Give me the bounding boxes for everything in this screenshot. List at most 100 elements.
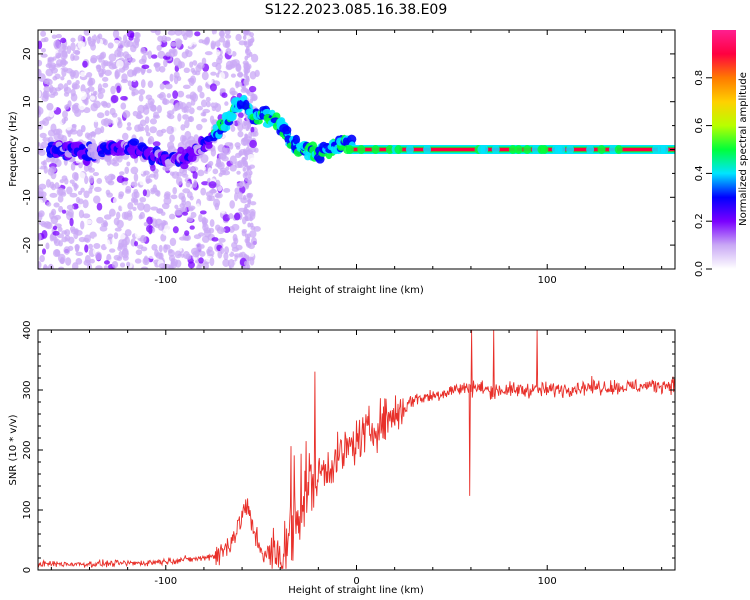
spectrogram-speckle <box>160 128 167 134</box>
spectrogram-speckle <box>139 177 146 186</box>
spectrogram-speckle <box>50 67 58 74</box>
spectrogram-speckle <box>247 192 251 198</box>
spectrogram-speckle <box>242 166 247 172</box>
spectrogram-speckle <box>118 171 125 176</box>
spectrogram-speckle <box>152 114 160 119</box>
spectrogram-speckle <box>38 90 42 98</box>
spectrogram-speckle <box>247 173 252 179</box>
spectrogram-speckle <box>172 186 178 195</box>
spectrogram-speckle <box>121 132 129 141</box>
spectrogram-speckle <box>249 222 254 228</box>
spectrogram-signal <box>480 145 489 154</box>
spectrogram-speckle <box>224 41 231 49</box>
spectrogram-speckle <box>49 242 55 248</box>
spectrogram-speckle <box>159 83 165 90</box>
spectrogram-speckle <box>105 189 111 196</box>
spectrogram-speckle <box>237 122 244 132</box>
spectrogram-speckle <box>200 112 206 117</box>
spectrogram-speckle <box>82 199 89 209</box>
spectrogram-speckle <box>74 109 82 117</box>
spectrogram-speckle <box>182 84 191 90</box>
spectrogram-speckle <box>107 42 114 49</box>
spectrogram-speckle <box>126 122 132 127</box>
spectrogram-speckle <box>142 189 147 197</box>
spectrogram-signal <box>508 145 517 154</box>
spectrogram-speckle <box>246 64 251 70</box>
spectrogram-speckle <box>96 34 101 44</box>
spectrogram-speckle <box>194 74 201 79</box>
spectrogram-speckle <box>148 173 157 178</box>
spectrogram-speckle <box>46 157 51 163</box>
spectrogram-speckle <box>229 200 235 209</box>
spectrogram-speckle <box>88 243 94 250</box>
spectrogram-speckle <box>150 206 159 211</box>
spectrogram-speckle <box>61 209 67 214</box>
spectrogram-speckle <box>148 254 155 259</box>
spectrogram-speckle <box>217 185 223 192</box>
spectrogram-speckle <box>150 30 157 34</box>
spectrogram-speckle <box>231 241 238 249</box>
spectrogram-speckle <box>233 212 241 221</box>
spectrogram-speckle <box>73 172 79 182</box>
spectrogram-speckle <box>204 51 213 56</box>
spectrogram-speckle <box>93 195 101 204</box>
spectrogram-speckle <box>130 166 139 175</box>
spectrogram-speckle <box>67 209 74 218</box>
spectrogram-speckle <box>126 40 134 47</box>
spectrogram-speckle <box>151 244 158 251</box>
spectrogram-x-tick-label: -100 <box>154 275 177 286</box>
spectrogram-speckle <box>203 229 212 238</box>
spectrogram-speckle <box>43 37 49 43</box>
spectrogram-speckle <box>54 73 61 80</box>
spectrogram-speckle <box>107 233 114 239</box>
spectrogram-speckle <box>40 53 48 58</box>
spectrogram-speckle <box>194 250 200 258</box>
spectrogram-speckle <box>61 68 67 77</box>
spectrogram-speckle <box>145 132 151 137</box>
spectrogram-speckle <box>118 250 123 259</box>
spectrogram-speckle <box>57 115 62 122</box>
spectrogram-y-tick-label: -20 <box>22 237 33 253</box>
spectrogram-speckle <box>180 239 188 249</box>
spectrogram-signal <box>651 145 660 154</box>
spectrogram-speckle <box>209 189 217 194</box>
spectrogram-speckle <box>117 42 124 51</box>
spectrogram-speckle <box>64 104 70 110</box>
snr-y-tick-label: 100 <box>22 500 33 519</box>
colorbar-tick-label: 0.8 <box>694 70 705 86</box>
spectrogram-speckle <box>188 77 195 87</box>
spectrogram-speckle <box>110 85 116 95</box>
spectrogram-speckle <box>92 100 101 109</box>
spectrogram-speckle <box>212 33 219 42</box>
spectrogram-speckle <box>177 90 185 98</box>
spectrogram-speckle <box>245 48 249 54</box>
spectrogram-speckle <box>56 187 64 197</box>
spectrogram-speckle <box>113 217 120 226</box>
snr-ticks: -100 0 100 0 100 200 300 400 <box>22 320 675 587</box>
spectrogram-speckle <box>69 226 76 232</box>
snr-x-axis-label: Height of straight line (km) <box>288 585 424 596</box>
spectrogram-speckle <box>46 78 53 86</box>
spectrogram-speckle <box>150 187 158 193</box>
colorbar-tick-label: 0.0 <box>694 261 705 277</box>
spectrogram-speckle <box>188 205 196 211</box>
spectrogram-speckle <box>154 249 159 257</box>
spectrogram-speckle <box>92 172 100 177</box>
spectrogram-speckle <box>77 40 85 50</box>
spectrogram-signal <box>346 134 357 144</box>
spectrogram-speckle <box>175 102 181 111</box>
spectrogram-speckle <box>87 79 94 87</box>
spectrogram-speckle <box>207 167 213 176</box>
spectrogram-speckle <box>224 176 232 185</box>
spectrogram-speckle <box>59 258 65 265</box>
spectrogram-speckle <box>69 129 78 135</box>
spectrogram-speckle <box>170 41 177 47</box>
spectrogram-speckle <box>94 186 102 193</box>
spectrogram-speckle <box>156 104 162 114</box>
spectrogram-speckle <box>134 230 142 239</box>
spectrogram-signal <box>357 145 366 154</box>
spectrogram-speckle <box>101 209 110 215</box>
spectrogram-speckle <box>135 249 143 256</box>
spectrogram-speckle <box>74 216 80 223</box>
